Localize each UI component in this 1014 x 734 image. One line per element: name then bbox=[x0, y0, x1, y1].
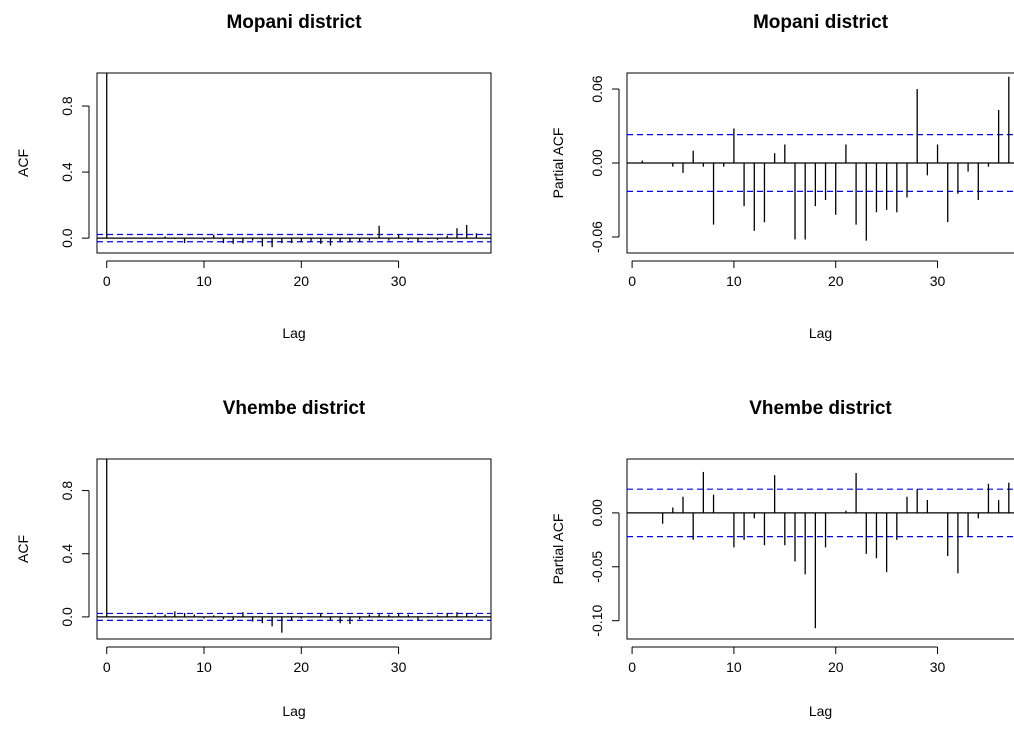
y-tick-label: 0.4 bbox=[59, 544, 75, 564]
x-tick-label: 20 bbox=[828, 659, 844, 675]
x-tick-label: 0 bbox=[628, 273, 636, 289]
y-tick-label: 0.0 bbox=[59, 228, 75, 248]
plot-frame bbox=[626, 458, 1014, 640]
x-tick-label: 30 bbox=[930, 273, 946, 289]
chart-title: Vhembe district bbox=[223, 398, 366, 419]
y-axis-label: ACF bbox=[15, 149, 31, 177]
pacf-vhembe-panel: Vhembe district Lag Partial ACF 0 10 20 30 -0.1… bbox=[507, 365, 1014, 729]
chart-svg: Mopani district Lag Partial ACF 0 10 20 30 -0.0… bbox=[550, 12, 1014, 341]
x-axis-label: Lag bbox=[282, 325, 305, 341]
x-tick-label: 30 bbox=[391, 273, 407, 289]
x-tick-label: 10 bbox=[196, 659, 212, 675]
chart-svg: Mopani district Lag ACF 0 10 20 30 0.0 0.4 0.8 bbox=[15, 12, 492, 341]
y-tick-label: 0.00 bbox=[589, 149, 605, 176]
y-tick-label: 0.8 bbox=[59, 481, 75, 501]
y-axis-label: Partial ACF bbox=[550, 128, 566, 199]
y-axis-label: ACF bbox=[15, 535, 31, 563]
x-axis-label: Lag bbox=[809, 325, 832, 341]
y-tick-label: -0.05 bbox=[589, 551, 605, 583]
y-tick-label: 0.06 bbox=[589, 75, 605, 102]
x-tick-label: 30 bbox=[930, 659, 946, 675]
x-tick-label: 0 bbox=[103, 273, 111, 289]
chart-title: Mopani district bbox=[226, 12, 362, 33]
y-tick-label: -0.10 bbox=[589, 605, 605, 637]
y-tick-label: 0.4 bbox=[59, 162, 75, 182]
x-tick-label: 20 bbox=[294, 273, 310, 289]
chart-title: Vhembe district bbox=[749, 398, 892, 419]
x-tick-label: 0 bbox=[628, 659, 636, 675]
x-tick-label: 10 bbox=[726, 659, 742, 675]
x-tick-label: 20 bbox=[828, 273, 844, 289]
acf-mopani-panel: Mopani district Lag ACF 0 10 20 30 0.0 0.4 0.8 bbox=[0, 0, 507, 365]
chart-svg: Vhembe district Lag Partial ACF 0 10 20 30 -0.1… bbox=[550, 398, 1014, 719]
x-tick-label: 0 bbox=[103, 659, 111, 675]
pacf-mopani-panel: Mopani district Lag Partial ACF 0 10 20 30 -0.0… bbox=[507, 0, 1014, 365]
y-tick-label: -0.06 bbox=[589, 221, 605, 253]
x-axis-label: Lag bbox=[809, 703, 832, 719]
y-axis-label: Partial ACF bbox=[550, 514, 566, 585]
y-tick-label: 0.00 bbox=[589, 499, 605, 526]
x-tick-label: 10 bbox=[196, 273, 212, 289]
x-tick-label: 30 bbox=[391, 659, 407, 675]
plot-frame bbox=[96, 458, 492, 640]
chart-svg: Vhembe district Lag ACF 0 10 20 30 0.0 0.4 0.8 bbox=[15, 398, 492, 719]
x-tick-label: 20 bbox=[294, 659, 310, 675]
x-tick-label: 10 bbox=[726, 273, 742, 289]
x-axis-label: Lag bbox=[282, 703, 305, 719]
y-tick-label: 0.8 bbox=[59, 96, 75, 116]
chart-title: Mopani district bbox=[753, 12, 889, 33]
y-tick-label: 0.0 bbox=[59, 607, 75, 627]
acf-vhembe-panel: Vhembe district Lag ACF 0 10 20 30 0.0 0.4 0.8 bbox=[0, 365, 507, 729]
plot-frame bbox=[96, 72, 492, 254]
